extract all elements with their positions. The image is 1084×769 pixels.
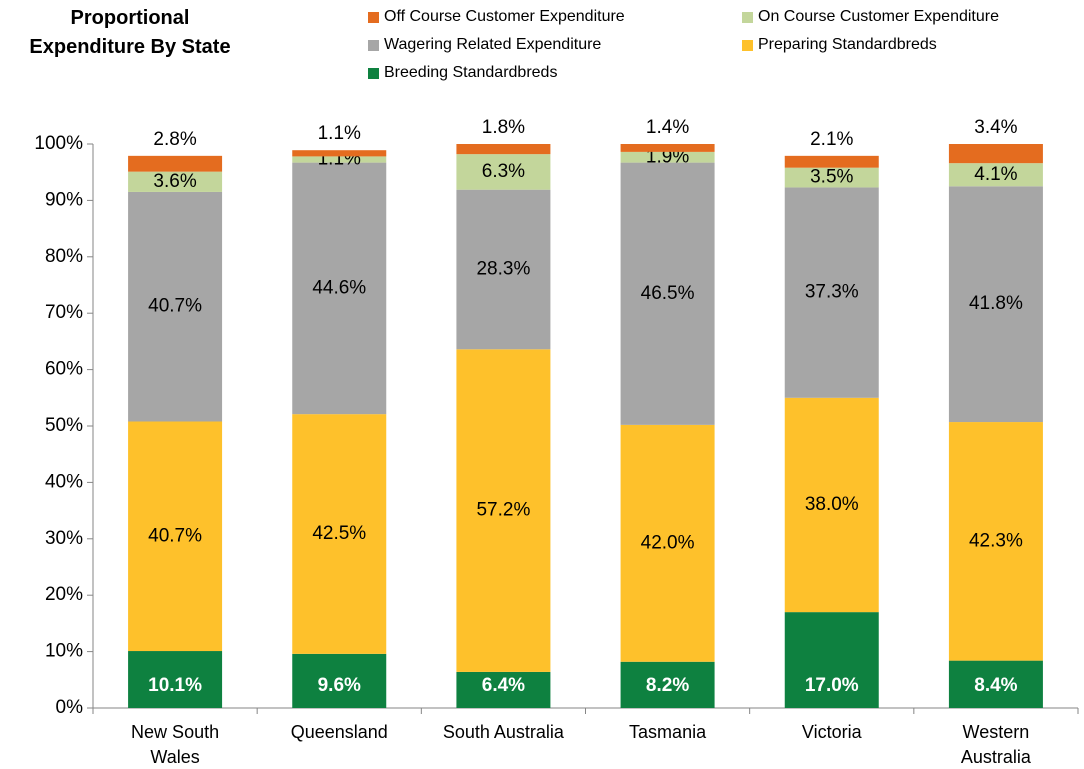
- y-tick-label: 90%: [45, 189, 83, 210]
- data-label: 42.5%: [312, 523, 366, 544]
- x-tick-label: Tasmania: [629, 722, 707, 742]
- x-tick-label: South Australia: [442, 722, 564, 742]
- data-label: 42.0%: [641, 532, 695, 553]
- x-tick-label: Queensland: [290, 722, 388, 742]
- bar-segment: [784, 397, 879, 613]
- bar-segment: [128, 155, 223, 172]
- legend-item: Breeding Standardbreds: [368, 64, 557, 82]
- data-label: 8.2%: [646, 675, 689, 696]
- bar-segment: [948, 144, 1043, 164]
- bar-segment: [948, 422, 1043, 661]
- bar-segment: [948, 186, 1043, 423]
- legend-item: Off Course Customer Expenditure: [368, 8, 625, 26]
- data-label: 2.1%: [810, 129, 853, 150]
- y-tick-label: 10%: [45, 641, 83, 662]
- bar-segment: [292, 162, 387, 415]
- legend-label: Wagering Related Expenditure: [384, 36, 602, 53]
- data-label: 3.5%: [810, 167, 853, 188]
- data-label: 38.0%: [805, 494, 859, 515]
- y-tick-label: 20%: [45, 584, 83, 605]
- data-label: 1.1%: [318, 123, 361, 144]
- data-label: 44.6%: [312, 277, 366, 298]
- data-label: 17.0%: [805, 675, 859, 696]
- bar-segment: [620, 162, 715, 425]
- bar-segment: [620, 151, 715, 163]
- bar-segment: [292, 653, 387, 708]
- legend-swatch: [368, 39, 379, 51]
- legend-item: On Course Customer Expenditure: [742, 8, 999, 26]
- legend-label: Preparing Standardbreds: [758, 36, 937, 53]
- bar-segment: [456, 154, 551, 190]
- legend-label: Off Course Customer Expenditure: [384, 8, 625, 25]
- bar-segment: [620, 661, 715, 708]
- data-label: 1.4%: [646, 117, 689, 138]
- legend-swatch: [368, 11, 379, 23]
- data-label: 8.4%: [974, 675, 1017, 696]
- legend-swatch: [742, 39, 753, 51]
- bar-segment: [128, 191, 223, 422]
- data-label: 37.3%: [805, 282, 859, 303]
- bar-segment: [292, 150, 387, 157]
- bar-segment: [620, 424, 715, 662]
- legend-swatch: [368, 67, 379, 79]
- bar-segment: [784, 167, 879, 188]
- bar-segment: [128, 651, 223, 708]
- data-label: 9.6%: [318, 675, 361, 696]
- y-tick-label: 40%: [45, 471, 83, 492]
- bar-segment: [948, 163, 1043, 187]
- bar-segment: [456, 189, 551, 350]
- x-tick-label: Western Australia: [960, 722, 1031, 767]
- y-tick-label: 80%: [45, 246, 83, 267]
- data-label: 6.3%: [482, 161, 525, 182]
- legend-swatch: [742, 11, 753, 23]
- data-label: 2.8%: [153, 129, 196, 150]
- data-label: 28.3%: [476, 259, 530, 280]
- legend-item: Preparing Standardbreds: [742, 36, 937, 54]
- data-label: 40.7%: [148, 525, 202, 546]
- y-tick-label: 0%: [56, 697, 84, 718]
- data-label: 3.6%: [153, 171, 196, 192]
- bar-segment: [456, 349, 551, 672]
- data-label: 6.4%: [482, 675, 525, 696]
- y-tick-label: 30%: [45, 528, 83, 549]
- x-tick-label: Victoria: [801, 722, 862, 742]
- legend-item: Wagering Related Expenditure: [368, 36, 601, 54]
- data-label: 1.8%: [482, 117, 525, 138]
- y-tick-label: 100%: [34, 133, 83, 154]
- bar-segment: [784, 612, 879, 708]
- data-label: 57.2%: [476, 500, 530, 521]
- data-label: 10.1%: [148, 675, 202, 696]
- bar-segment: [128, 171, 223, 192]
- chart-title: Proportional Expenditure By State: [29, 7, 231, 58]
- bar-segment: [128, 421, 223, 652]
- data-label: 42.3%: [969, 530, 1023, 551]
- bar-segment: [620, 144, 715, 152]
- data-label: 46.5%: [641, 283, 695, 304]
- data-label: 3.4%: [974, 117, 1017, 138]
- data-label: 41.8%: [969, 293, 1023, 314]
- data-label: 4.1%: [974, 164, 1017, 185]
- bar-segment: [292, 156, 387, 163]
- bar-segment: [456, 144, 551, 155]
- bar-segment: [784, 155, 879, 168]
- bar-segment: [292, 414, 387, 654]
- bar-segment: [456, 671, 551, 708]
- bar-segment: [784, 187, 879, 398]
- legend-label: On Course Customer Expenditure: [758, 8, 999, 25]
- y-tick-label: 50%: [45, 415, 83, 436]
- data-label: 40.7%: [148, 296, 202, 317]
- y-tick-label: 60%: [45, 359, 83, 380]
- legend-label: Breeding Standardbreds: [384, 64, 558, 81]
- x-tick-label: New South Wales: [131, 722, 220, 767]
- y-tick-label: 70%: [45, 302, 83, 323]
- bar-segment: [948, 660, 1043, 708]
